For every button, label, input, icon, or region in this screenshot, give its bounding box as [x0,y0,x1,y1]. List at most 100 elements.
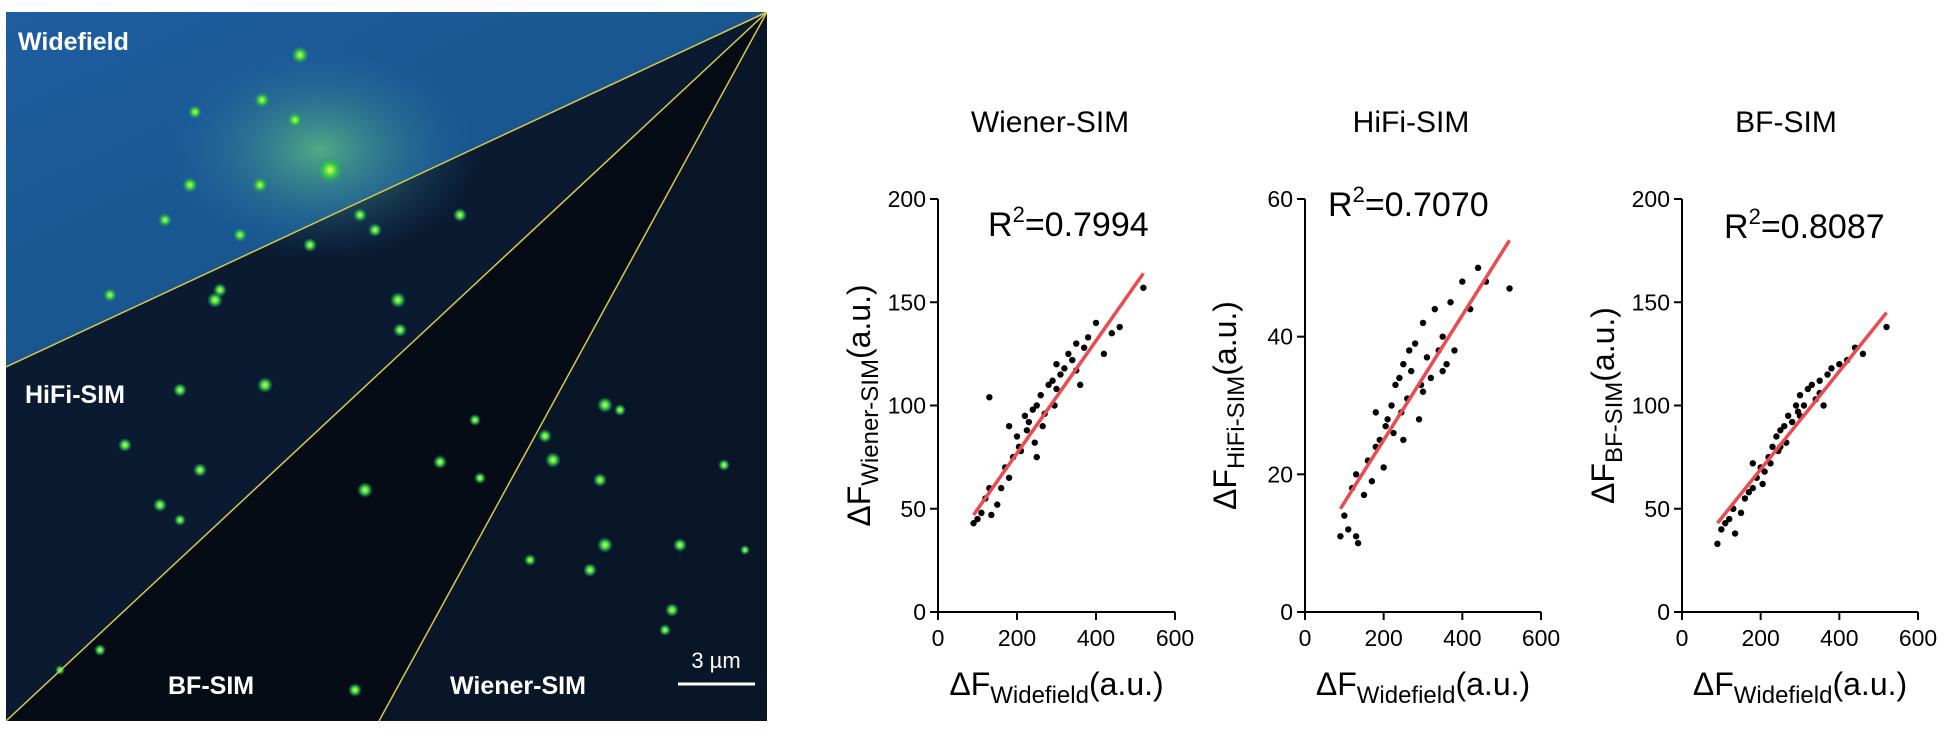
label-sub: Wiener-SIM [857,359,884,486]
point [1761,468,1768,475]
point [1039,422,1046,430]
point [1749,484,1757,492]
fit-line [1338,239,1512,510]
spots [55,46,750,697]
point [994,501,1001,508]
x-tick-label: 400 [1820,625,1858,651]
point [1785,412,1792,420]
point [1029,406,1037,413]
point [1439,367,1446,375]
point [1804,385,1812,393]
point [1749,460,1757,467]
haze [160,40,480,260]
point [1388,402,1395,409]
spot [393,323,407,337]
y-tick-label: 200 [1632,186,1670,212]
point [1769,443,1776,450]
point [1013,433,1021,440]
point [1057,371,1064,378]
point [1033,402,1040,409]
panel-label: Widefield [18,28,129,56]
y-tick-label: 200 [888,186,926,212]
spot [673,538,687,552]
point [1073,340,1080,347]
axis-label: ΔFHiFi-SIM(a.u.) [1207,301,1250,510]
spot [153,498,167,512]
spot [597,537,613,553]
annotation: R2=0.8087 [1724,204,1885,246]
annotation-base: R [988,206,1013,244]
point [1408,367,1415,375]
spot [614,404,626,416]
x-tick-label: 400 [1077,625,1115,651]
x-tick-label: 0 [1676,625,1689,651]
point [986,394,993,401]
point [1400,361,1407,368]
x-tick-label: 0 [932,625,945,651]
point [1745,489,1753,496]
panel-label: Wiener-SIM [450,672,586,700]
spot [545,452,561,468]
point [1031,439,1038,446]
y-tick-label: 40 [1267,324,1293,350]
label-sub: BF-SIM [1601,382,1628,463]
spot [368,223,382,237]
label-main: ΔF [1207,469,1243,510]
point [1384,416,1391,423]
point [1069,356,1076,364]
point [1033,453,1040,461]
spot [583,563,597,577]
chart-title: HiFi-SIM [1353,106,1470,139]
point [1065,350,1072,358]
point [1474,264,1482,272]
point [1005,422,1013,430]
annotation-sup: 2 [1749,204,1761,229]
chart-title: BF-SIM [1735,106,1837,139]
y-tick-label: 150 [1632,289,1670,315]
point [1828,365,1835,372]
spot [538,429,552,443]
point [1392,381,1399,389]
spot [287,112,303,128]
point [1400,436,1407,444]
point [1025,418,1033,426]
spot [94,644,106,656]
spot [257,377,273,393]
spot [158,213,172,227]
y-tick-label: 50 [1644,496,1670,522]
spot [718,459,730,471]
point [1372,409,1380,416]
point [1140,284,1147,291]
label-sub: Widefield [990,682,1089,709]
label-main: ΔF [1585,463,1621,504]
point [1800,402,1808,409]
point [1722,520,1729,527]
point [1053,385,1060,393]
axis-label: ΔFWidefield(a.u.) [1693,666,1907,709]
fit-line [972,272,1145,516]
point [1368,478,1376,485]
divider [378,12,767,721]
point [1796,391,1804,399]
label-main: ΔF [949,666,990,702]
x-tick-label: 200 [1741,625,1779,651]
point [1360,491,1368,499]
point [1352,471,1360,478]
y-tick-label: 100 [888,393,926,419]
y-tick-label: 100 [1632,393,1670,419]
y-tick-label: 60 [1267,186,1293,212]
point [1354,539,1362,547]
spot [207,292,223,308]
spot [254,92,270,108]
spot [173,383,187,397]
point [1718,526,1725,533]
point [1883,323,1890,331]
spot [474,472,486,484]
annotation-text: =0.7070 [1365,186,1489,224]
spot [348,683,362,697]
y-tick-label: 0 [913,599,926,625]
point [1077,381,1084,389]
point [1808,381,1816,389]
point [1406,347,1413,354]
point [1411,340,1419,347]
